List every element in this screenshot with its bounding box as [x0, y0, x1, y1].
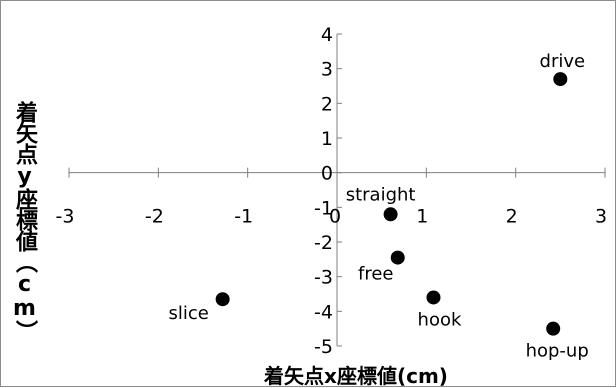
data-label-free: free	[358, 264, 394, 285]
x-tick-label: -1	[234, 206, 253, 228]
y-tick-label: 1	[321, 128, 333, 150]
y-tick-label: -5	[314, 336, 333, 358]
data-point-slice	[215, 292, 230, 307]
x-axis-ticks: -3 -2 -1 0 1 2 3	[56, 167, 607, 228]
data-label-hop-up: hop-up	[526, 341, 589, 362]
y-tick-label: -1	[314, 197, 333, 219]
data-label-hook: hook	[418, 309, 462, 330]
data-point-free	[390, 250, 405, 265]
y-tick-label: -3	[314, 267, 333, 289]
y-axis-title: 着矢点y座標値（cm）	[12, 101, 37, 341]
x-tick-label: -3	[56, 206, 75, 228]
x-tick-label: -2	[145, 206, 164, 228]
x-tick-label: 3	[595, 206, 607, 228]
data-label-straight: straight	[346, 184, 416, 205]
y-tick-label: 4	[321, 24, 333, 46]
y-tick-label: 3	[321, 59, 333, 81]
data-point-drive	[553, 72, 568, 87]
y-tick-label: -4	[314, 301, 333, 323]
data-label-drive: drive	[540, 51, 586, 72]
data-point-hop-up	[546, 321, 561, 336]
x-tick-label: 1	[416, 206, 428, 228]
x-axis-title: 着矢点x座標値(cm)	[263, 364, 448, 388]
data-label-slice: slice	[168, 303, 208, 324]
x-tick-label: 0	[329, 206, 341, 228]
data-point-straight	[383, 207, 398, 222]
y-tick-label: 2	[321, 93, 333, 115]
data-point-hook	[426, 290, 441, 305]
x-tick-label: 2	[506, 206, 518, 228]
data-points: drive straight free hook slice hop-up	[168, 51, 588, 362]
y-tick-label: 0	[321, 163, 333, 185]
y-tick-label: -2	[314, 232, 333, 254]
